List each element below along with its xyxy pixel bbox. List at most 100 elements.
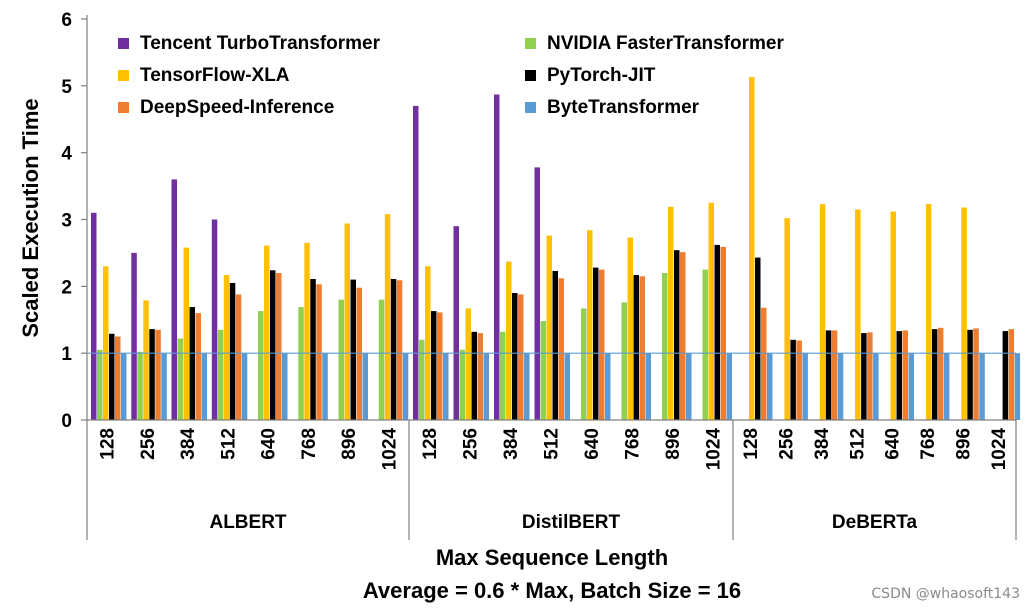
bar-distilbert-768-pytorch-jit [633, 275, 639, 420]
x-tick-label: 384 [178, 428, 199, 460]
bar-distilbert-128-deepspeed-inference [437, 312, 443, 420]
bar-distilbert-896-deepspeed-inference [680, 252, 686, 420]
bar-albert-512-tencent-turbotransformer [211, 219, 218, 420]
bar-deberta-256-bytetransformer [802, 353, 808, 420]
bar-albert-768-nvidia-fastertransformer [298, 307, 304, 420]
bar-albert-640-tensorflow-xla [264, 245, 270, 420]
bar-deberta-384-bytetransformer [837, 353, 844, 420]
x-tick-label: 1024 [379, 428, 400, 471]
x-tick-label: 128 [741, 428, 762, 460]
bar-distilbert-768-deepspeed-inference [639, 276, 645, 420]
bar-deberta-256-pytorch-jit [790, 339, 796, 420]
bar-distilbert-128-tencent-turbotransformer [413, 105, 419, 421]
bar-distilbert-512-pytorch-jit [552, 271, 558, 420]
bar-deberta-1024-pytorch-jit [1002, 331, 1009, 420]
bar-distilbert-768-nvidia-fastertransformer [621, 302, 627, 420]
bar-distilbert-256-deepspeed-inference [477, 333, 483, 420]
bar-distilbert-128-tensorflow-xla [425, 266, 431, 420]
bar-deberta-128-tensorflow-xla [749, 77, 755, 420]
bar-distilbert-256-nvidia-fastertransformer [459, 349, 465, 420]
x-tick-label: 512 [541, 428, 562, 460]
bar-albert-384-nvidia-fastertransformer [177, 338, 183, 420]
group-label-albert: ALBERT [209, 512, 286, 533]
group-label-deberta: DeBERTa [832, 512, 918, 533]
bar-distilbert-128-nvidia-fastertransformer [419, 339, 425, 420]
bar-albert-1024-tensorflow-xla [384, 214, 391, 420]
bar-deberta-768-deepspeed-inference [937, 327, 944, 420]
bar-albert-1024-nvidia-fastertransformer [378, 299, 385, 420]
x-tick-label: 384 [501, 428, 522, 460]
y-axis-title: Scaled Execution Time [18, 98, 43, 337]
bar-distilbert-384-pytorch-jit [512, 293, 518, 420]
bar-distilbert-896-tensorflow-xla [668, 206, 674, 420]
legend-swatch [118, 38, 129, 49]
y-tick-label: 0 [61, 411, 72, 432]
bar-distilbert-512-nvidia-fastertransformer [540, 321, 546, 420]
bar-albert-896-pytorch-jit [350, 279, 356, 420]
bar-distilbert-896-nvidia-fastertransformer [662, 273, 668, 420]
bar-albert-256-tencent-turbotransformer [131, 252, 137, 420]
bar-deberta-128-deepspeed-inference [761, 307, 767, 420]
bar-deberta-384-deepspeed-inference [831, 330, 838, 420]
x-tick-label: 896 [663, 428, 684, 460]
bar-albert-640-nvidia-fastertransformer [258, 311, 264, 420]
bar-distilbert-768-tensorflow-xla [627, 237, 633, 420]
bar-distilbert-256-tensorflow-xla [465, 308, 471, 420]
bar-albert-512-pytorch-jit [229, 283, 236, 420]
legend-swatch [525, 102, 536, 113]
x-tick-labels: 128 256 384 512 640 768 896 1024 128 256 384 512 640… [98, 428, 1010, 471]
bar-albert-640-pytorch-jit [270, 270, 276, 420]
bar-distilbert-640-nvidia-fastertransformer [581, 308, 587, 420]
bar-albert-256-nvidia-fastertransformer [137, 351, 143, 420]
bar-albert-128-pytorch-jit [109, 333, 115, 420]
bar-deberta-896-bytetransformer [979, 353, 985, 420]
bar-distilbert-256-bytetransformer [483, 353, 489, 420]
bar-distilbert-512-tensorflow-xla [546, 235, 552, 420]
bar-albert-128-deepspeed-inference [115, 336, 121, 420]
bar-albert-128-tencent-turbotransformer [91, 212, 97, 420]
legend: Tencent TurboTransformer NVIDIA FasterTra… [118, 33, 784, 118]
bar-distilbert-256-tencent-turbotransformer [453, 226, 459, 420]
bars-layer [91, 77, 1021, 421]
bar-deberta-384-pytorch-jit [825, 330, 832, 420]
bar-albert-896-nvidia-fastertransformer [338, 299, 344, 420]
legend-label: TensorFlow-XLA [140, 65, 290, 86]
bar-distilbert-640-pytorch-jit [593, 267, 599, 420]
group-labels: ALBERT DistilBERT DeBERTa [209, 512, 917, 533]
x-tick-label: 384 [812, 428, 833, 460]
y-tick-label: 6 [61, 10, 72, 31]
bar-distilbert-128-bytetransformer [443, 353, 449, 420]
bar-albert-256-bytetransformer [161, 353, 167, 420]
legend-label: NVIDIA FasterTransformer [547, 33, 784, 54]
bar-distilbert-1024-bytetransformer [726, 353, 732, 420]
bar-deberta-768-pytorch-jit [931, 329, 938, 420]
chart-subtitle: Average = 0.6 * Max, Batch Size = 16 [363, 578, 741, 603]
x-tick-label: 896 [953, 428, 974, 460]
bar-albert-512-nvidia-fastertransformer [217, 329, 224, 420]
bar-deberta-768-tensorflow-xla [925, 204, 932, 420]
bar-deberta-512-bytetransformer [873, 353, 879, 420]
bar-albert-768-pytorch-jit [310, 279, 316, 420]
bar-albert-384-bytetransformer [201, 353, 207, 420]
bar-distilbert-1024-deepspeed-inference [720, 246, 726, 420]
bar-distilbert-896-bytetransformer [686, 353, 692, 420]
y-tick-label: 2 [61, 277, 72, 298]
y-tick-label: 1 [61, 344, 72, 365]
bar-distilbert-384-nvidia-fastertransformer [500, 331, 506, 420]
axes-layer [81, 15, 1017, 540]
bar-albert-512-deepspeed-inference [235, 294, 242, 420]
x-tick-label: 512 [847, 428, 868, 460]
bar-distilbert-640-bytetransformer [605, 353, 611, 420]
y-tick-label: 3 [61, 211, 72, 232]
group-label-distilbert: DistilBERT [522, 512, 621, 533]
y-tick-label: 5 [61, 77, 72, 98]
bar-deberta-640-deepspeed-inference [902, 330, 908, 420]
bar-deberta-640-tensorflow-xla [890, 211, 896, 420]
legend-swatch [525, 38, 536, 49]
bar-albert-640-bytetransformer [282, 353, 288, 420]
bar-deberta-384-tensorflow-xla [819, 204, 826, 420]
bar-deberta-128-bytetransformer [767, 353, 773, 420]
x-tick-label: 256 [138, 428, 159, 460]
bar-distilbert-512-tencent-turbotransformer [534, 167, 540, 420]
x-tick-label: 640 [582, 428, 603, 460]
